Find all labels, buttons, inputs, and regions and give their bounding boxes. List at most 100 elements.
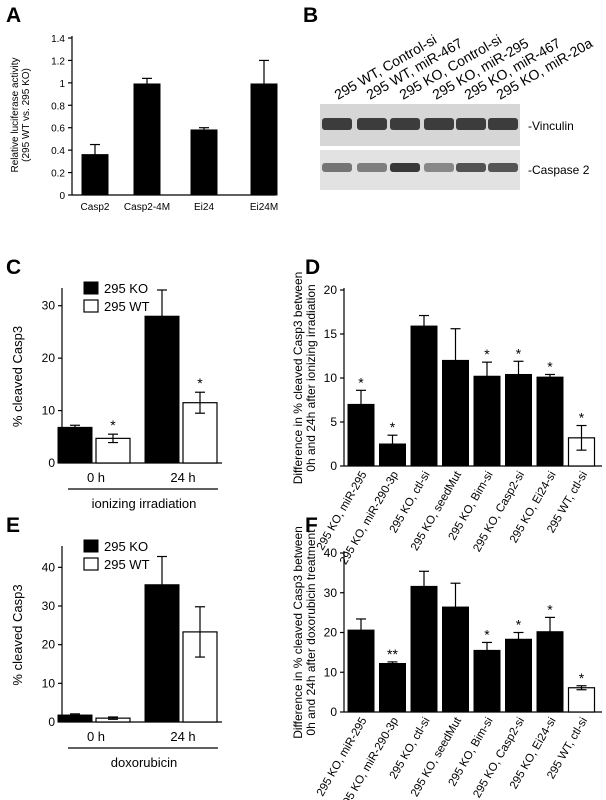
vinculin-band	[357, 118, 387, 130]
bar-a-3	[250, 83, 278, 196]
group-label: 0 h	[87, 729, 105, 744]
bar-f-1	[379, 663, 406, 713]
legend-label: 295 WT	[104, 557, 150, 572]
y-tick-label: 10	[42, 676, 56, 690]
caspase2-band	[390, 163, 420, 172]
bar-d-0	[347, 403, 375, 467]
y-tick-label: 15	[324, 327, 338, 341]
bar-f-0	[347, 629, 375, 713]
significance-marker: *	[516, 345, 522, 361]
bar-f-7	[567, 687, 596, 713]
legend-label: 295 WT	[104, 299, 150, 314]
bar-a-2	[190, 129, 218, 196]
y-tick-label: 0	[48, 456, 55, 470]
chart-a: 0 0.2 0.4 0.6 0.8 1 1.2 1.4 Casp2 Casp2-4M Ei24 Ei2…	[10, 34, 278, 213]
western-blot	[320, 104, 520, 190]
y-tick-label: 0.4	[51, 146, 65, 157]
significance-marker: *	[484, 626, 490, 642]
panel-label-e: E	[6, 514, 20, 537]
bar-f-2	[410, 585, 438, 713]
significance-marker: *	[547, 601, 553, 617]
category-label-a: Ei24M	[250, 202, 278, 213]
bar-d-2	[410, 325, 438, 467]
bar-f-4	[473, 649, 501, 713]
significance-marker: *	[579, 410, 585, 426]
y-tick-label: 0	[330, 705, 337, 719]
bar-f-6	[536, 631, 564, 713]
y-tick-label: 0.8	[51, 101, 65, 112]
y-axis-label-d: Difference in % cleaved Casp3 between0h …	[291, 272, 318, 485]
significance-marker: *	[390, 419, 396, 435]
y-axis-label-f: Difference in % cleaved Casp3 between0h …	[291, 526, 318, 739]
panel-label-b: B	[303, 4, 318, 27]
y-tick-label: 20	[324, 283, 338, 297]
group-label: 0 h	[87, 470, 105, 485]
bar-d-6	[536, 376, 564, 467]
legend-label: 295 KO	[104, 539, 148, 554]
panel-label-c: C	[6, 256, 21, 279]
group-label: 24 h	[170, 470, 195, 485]
legend-swatch	[83, 539, 99, 553]
y-tick-label: 20	[324, 626, 338, 640]
x-axis-label-e: doxorubicin	[111, 755, 178, 770]
bar-d-3	[442, 359, 469, 467]
panel-label-d: D	[305, 256, 320, 279]
legend-label: 295 KO	[104, 281, 148, 296]
x-axis-label-c: ionizing irradiation	[92, 496, 197, 511]
bar-a-1	[133, 83, 161, 196]
y-tick-label: 40	[42, 560, 56, 574]
y-tick-label: 30	[42, 299, 56, 313]
significance-marker: *	[197, 375, 203, 391]
y-axis-label-a: Relative luciferase activity(295 WT vs. …	[10, 57, 32, 172]
y-tick-label: 1.4	[51, 34, 65, 45]
vinculin-band	[456, 118, 486, 130]
vinculin-band	[424, 118, 454, 130]
y-tick-label: 0	[59, 191, 65, 202]
caspase2-band	[357, 163, 387, 172]
y-tick-label: 40	[324, 546, 338, 560]
bar-d-5	[505, 373, 532, 467]
band-label-vinculin: -Vinculin	[528, 119, 574, 133]
chart-e: 0 10 20 30 40 0 h 24 h doxorubicin % cleaved Cas…	[10, 539, 222, 770]
group-label: 24 h	[170, 729, 195, 744]
legend-swatch	[83, 557, 99, 571]
bar-f-3	[442, 606, 469, 713]
caspase2-band	[424, 163, 454, 172]
caspase2-band	[488, 163, 518, 172]
category-label-a: Casp2	[81, 202, 110, 213]
y-tick-label: 10	[324, 371, 338, 385]
significance-marker: *	[516, 617, 522, 633]
significance-marker: *	[358, 374, 364, 390]
significance-marker: *	[110, 417, 116, 433]
y-tick-label: 1.2	[51, 56, 65, 67]
y-tick-label: 0	[330, 459, 337, 473]
y-tick-label: 30	[324, 586, 338, 600]
caspase2-band	[322, 163, 352, 172]
significance-marker: **	[387, 646, 398, 662]
legend-swatch	[83, 281, 99, 295]
y-tick-label: 5	[330, 415, 337, 429]
category-label-d: 295 KO, miR-290-3p	[338, 470, 401, 567]
y-tick-label: 20	[42, 351, 56, 365]
y-tick-label: 10	[324, 665, 338, 679]
significance-marker: *	[484, 346, 490, 362]
y-tick-label: 1	[59, 79, 65, 90]
bar-f-5	[505, 638, 532, 713]
y-tick-label: 10	[42, 404, 56, 418]
panel-label-a: A	[6, 4, 21, 27]
bar-c-0-0	[57, 426, 93, 464]
significance-marker: *	[547, 358, 553, 374]
bar-d-1	[379, 443, 406, 467]
category-label-a: Casp2-4M	[124, 202, 170, 213]
y-tick-label: 0.6	[51, 124, 65, 135]
caspase2-band	[456, 163, 486, 172]
category-label-a: Ei24	[194, 202, 214, 213]
bar-d-4	[473, 375, 501, 467]
blot-strip-caspase2	[320, 150, 520, 190]
y-tick-label: 20	[42, 638, 56, 652]
chart-c: 0 10 20 30 * 0 h * 24 h ionizing irradiation % cl…	[10, 281, 222, 511]
y-axis-label-c: % cleaved Casp3	[10, 326, 25, 427]
